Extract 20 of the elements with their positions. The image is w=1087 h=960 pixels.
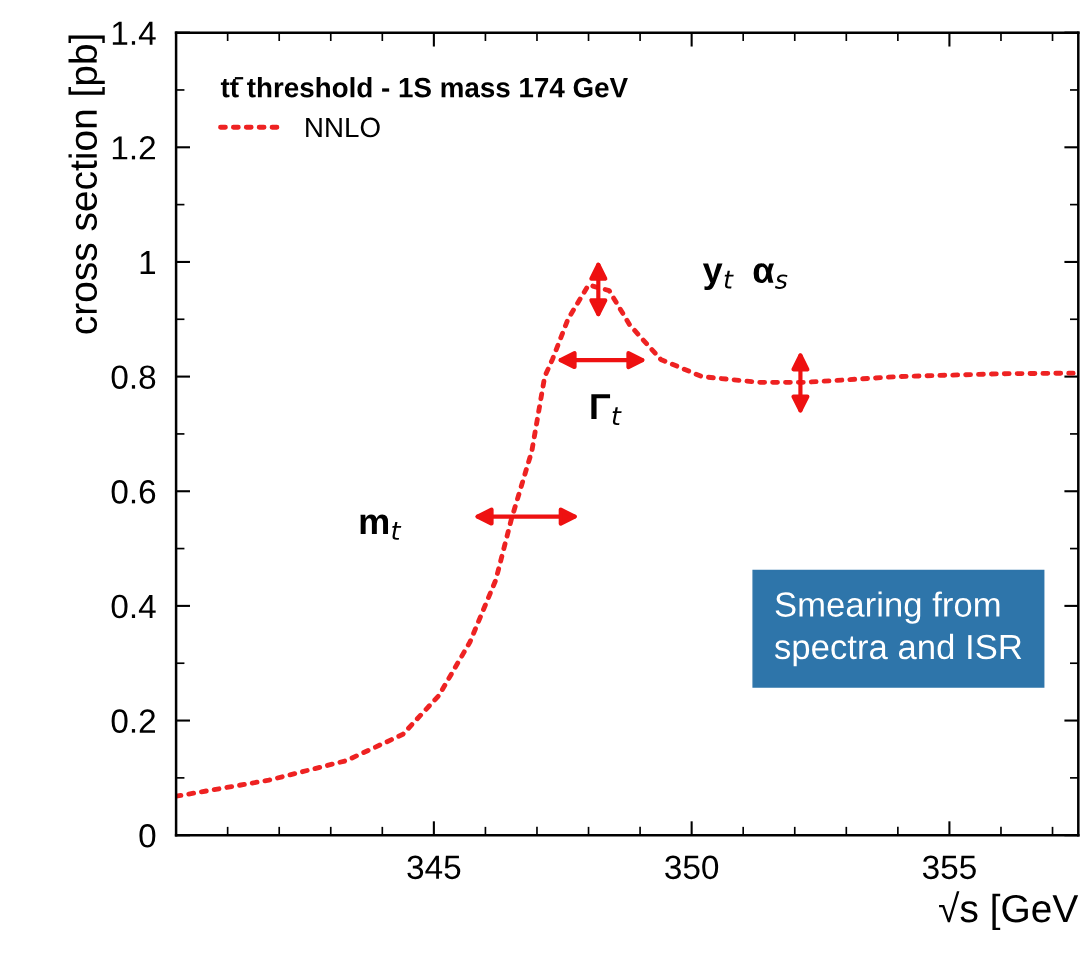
annotation: Smearing from spectra and ISR [774,591,1022,667]
y-axis-title: cross section [pb] [68,35,105,334]
y-tick-label: 0 [139,824,156,848]
y-tick-label: 0.6 [111,480,156,504]
x-axis-title: √s [GeV [939,891,1079,931]
x-tick-label: 350 [665,855,719,880]
y-tick-label: 0.4 [111,594,156,619]
y-tick-label: 1.2 [112,136,155,160]
x-tick-label: 345 [407,855,461,880]
x-tick-label: 355 [922,855,976,880]
annotation: y$_{t}$ [702,263,734,291]
y-tick-label: 1 [140,251,156,275]
annotation: Γ$_{t}$ [591,394,622,426]
legend-label: NNLO [306,117,380,138]
y-tick-label: 1.4 [112,21,156,45]
annotation: m$_{t}$ [360,514,402,540]
y-tick-label: 0.2 [111,709,155,733]
legend-title: tt̄ threshold - 1S mass 174 GeV [220,77,628,98]
y-tick-label: 0.8 [111,365,156,389]
annotation: α$_{s}$ [753,263,788,289]
